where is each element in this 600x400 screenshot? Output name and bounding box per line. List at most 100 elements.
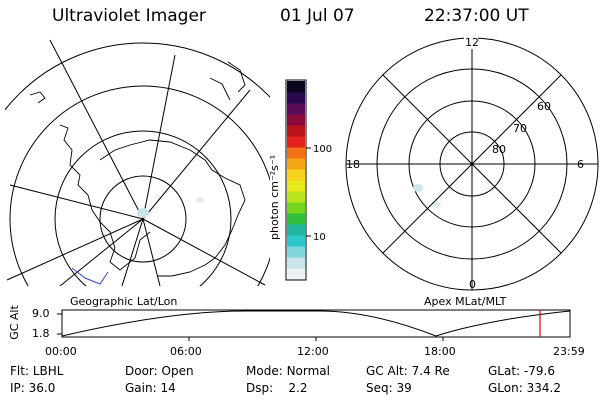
geo-lon-line: [142, 218, 161, 286]
observation-date: 01 Jul 07: [280, 6, 355, 26]
colorbar-band: [287, 191, 305, 203]
dsp-label: Dsp:: [246, 381, 274, 395]
altitude-y-tick-bottom: 1.8: [32, 327, 50, 340]
geo-lon-line: [142, 218, 266, 286]
geo-lat-circle-outermost: [5, 42, 270, 111]
mlt-label-18: 18: [346, 158, 360, 171]
info-filter: Flt: LBHL: [10, 364, 63, 378]
altitude-y-label: GC Alt: [7, 305, 21, 340]
aurora-patch: [196, 197, 204, 203]
mlt-label-0: 0: [469, 278, 476, 291]
colorbar-band: [287, 213, 305, 225]
coastline: [29, 91, 46, 104]
glon-label: GLon:: [488, 381, 523, 395]
geo-lat-circle-outer: [9, 85, 270, 286]
info-ip: IP: 36.0: [10, 381, 55, 395]
seq-label: Seq:: [366, 381, 393, 395]
colorbar-band: [287, 92, 305, 104]
gcalt-value: 7.4 Re: [411, 364, 450, 378]
info-gcalt: GC Alt: 7.4 Re: [366, 364, 450, 378]
geo-lon-line: [121, 218, 144, 286]
altitude-x-tick-label: 06:00: [170, 345, 202, 358]
glat-label: GLat:: [488, 364, 521, 378]
door-value: Open: [161, 364, 194, 378]
colorbar-tick-label: 100: [313, 144, 332, 155]
colorbar-band: [287, 125, 305, 137]
info-glon: GLon: 334.2: [488, 381, 561, 395]
info-dsp: Dsp: 2.2: [246, 381, 308, 395]
glon-value: 334.2: [526, 381, 561, 395]
info-seq: Seq: 39: [366, 381, 412, 395]
ip-label: IP:: [10, 381, 25, 395]
mlat-label-70: 70: [513, 122, 527, 135]
mlt-label-12: 12: [465, 36, 479, 49]
colorbar-band: [287, 147, 305, 159]
info-gain: Gain: 14: [125, 381, 176, 395]
colorbar-unit-label: photon cm⁻²s⁻¹: [268, 155, 281, 240]
gcalt-label: GC Alt:: [366, 364, 408, 378]
altitude-x-tick-label: 23:59: [553, 345, 585, 358]
coastline: [227, 61, 246, 93]
colorbar-band: [287, 235, 305, 247]
geo-lat-circle-middle: [54, 130, 232, 286]
door-label: Door:: [125, 364, 158, 378]
coastline: [209, 77, 231, 101]
mode-label: Mode:: [246, 364, 283, 378]
colorbar-tick-label: 10: [313, 232, 326, 243]
geo-lat-circle-inner: [99, 175, 187, 263]
gain-value: 14: [160, 381, 176, 395]
mlt-line: [382, 74, 562, 254]
ip-value: 36.0: [28, 381, 56, 395]
coastline: [119, 231, 151, 271]
colorbar-band: [287, 257, 305, 269]
mlat-label-80: 80: [492, 143, 506, 156]
coastline: [99, 139, 246, 277]
altitude-x-tick-label: 18:00: [424, 345, 456, 358]
geographic-map: [5, 39, 270, 286]
apex-polar-grid: [345, 37, 599, 291]
colorbar-band: [287, 158, 305, 170]
label-bg: [464, 36, 478, 49]
colorbar-bands: [287, 81, 305, 280]
filter-label: Flt:: [10, 364, 29, 378]
colorbar-band: [287, 268, 305, 280]
altitude-x-tick-label: 12:00: [297, 345, 329, 358]
apex-panel-label: Apex MLat/MLT: [424, 295, 507, 308]
aurora-patch: [137, 208, 149, 218]
colorbar-band: [287, 202, 305, 214]
instrument-title: Ultraviolet Imager: [52, 6, 206, 26]
info-door: Door: Open: [125, 364, 194, 378]
altitude-y-tick-top: 9.0: [32, 307, 50, 320]
colorbar-band: [287, 81, 305, 93]
colorbar-band: [287, 246, 305, 258]
coastline: [59, 124, 121, 271]
colorbar-band: [287, 114, 305, 126]
altitude-curve: [61, 310, 571, 337]
glat-value: -79.6: [523, 364, 555, 378]
geo-lon-line: [142, 54, 176, 220]
altitude-plot-frame: [61, 309, 571, 338]
filter-value: LBHL: [32, 364, 64, 378]
coastline: [71, 267, 109, 285]
dsp-value: 2.2: [288, 381, 308, 395]
geo-lon-line: [6, 218, 144, 281]
colorbar-band: [287, 180, 305, 192]
colorbar-band: [287, 136, 305, 148]
mlat-label-60: 60: [537, 100, 551, 113]
seq-value: 39: [396, 381, 412, 395]
info-glat: GLat: -79.6: [488, 364, 555, 378]
info-mode: Mode: Normal: [246, 364, 330, 378]
geographic-panel-label: Geographic Lat/Lon: [70, 295, 178, 308]
gain-label: Gain:: [125, 381, 157, 395]
mode-value: Normal: [286, 364, 330, 378]
aurora-patch: [433, 202, 441, 208]
observation-time: 22:37:00 UT: [424, 6, 529, 26]
colorbar-band: [287, 224, 305, 236]
colorbar-band: [287, 103, 305, 115]
geo-lon-line: [59, 218, 144, 286]
colorbar-band: [287, 169, 305, 181]
mlt-label-6: 6: [577, 158, 584, 171]
geo-lon-line: [9, 184, 144, 220]
aurora-patch: [413, 184, 423, 192]
